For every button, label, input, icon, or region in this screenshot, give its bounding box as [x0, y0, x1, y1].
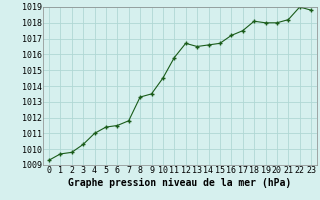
X-axis label: Graphe pression niveau de la mer (hPa): Graphe pression niveau de la mer (hPa)	[68, 178, 292, 188]
